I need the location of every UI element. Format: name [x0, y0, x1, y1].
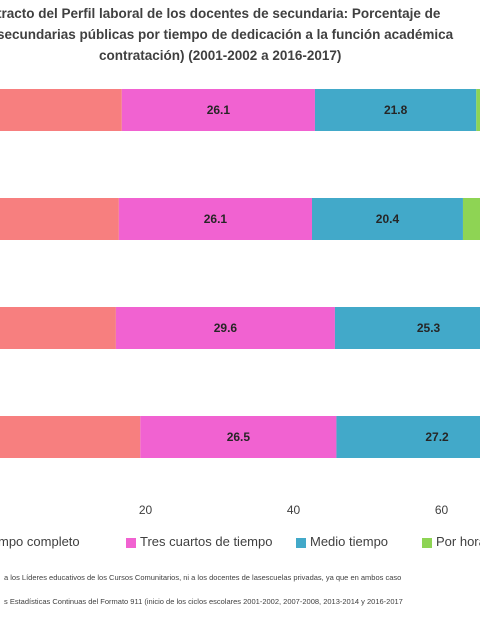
chart-legend: mpo completo Tres cuartos de tiempo Medi… [0, 532, 480, 556]
source-note: s Estadísticas Continuas del Formato 911… [4, 597, 403, 606]
bar-segment-tiempo-completo [0, 198, 119, 240]
legend-swatch [126, 538, 136, 548]
bar-segment-tiempo-completo [0, 89, 122, 131]
bar-segment-tres-cuartos [140, 416, 337, 458]
legend-label: Medio tiempo [310, 534, 389, 549]
footnote: a los Líderes educativos de los Cursos C… [4, 573, 402, 582]
bar-segment-tres-cuartos [121, 89, 315, 131]
data-label: 27.2 [425, 430, 449, 444]
bar-segment-tres-cuartos [118, 198, 312, 240]
chart-title: tracto del Perfil laboral de los docente… [0, 0, 480, 80]
title-line-3: contratación) (2001-2002 a 2016-2017) [99, 48, 342, 63]
x-tick-label: 40 [287, 503, 301, 517]
bar-segment-medio-tiempo [336, 416, 480, 458]
data-label: 29.6 [214, 321, 238, 335]
x-tick-label: 60 [435, 503, 449, 517]
bar-segment-medio-tiempo [312, 198, 463, 240]
bar-segment-medio-tiempo [334, 307, 480, 349]
data-label: 26.1 [204, 212, 228, 226]
bar-segment-tres-cuartos [115, 307, 335, 349]
bar-segment-tiempo-completo [0, 307, 116, 349]
data-label: 26.5 [227, 430, 251, 444]
bar-segment-medio-tiempo [314, 89, 477, 131]
legend-label: Tres cuartos de tiempo [140, 534, 273, 549]
bar-segment-por-hora [462, 198, 480, 240]
data-label: 25.3 [417, 321, 441, 335]
bar-segment-tiempo-completo [0, 416, 141, 458]
legend-label: mpo completo [0, 534, 80, 549]
legend-swatch [296, 538, 306, 548]
bar-segment-por-hora [476, 89, 480, 131]
x-tick-label: 20 [139, 503, 153, 517]
data-label: 20.4 [376, 212, 400, 226]
title-line-2: secundarias públicas por tiempo de dedic… [0, 27, 454, 42]
title-line-1: tracto del Perfil laboral de los docente… [0, 6, 441, 21]
data-label: 26.1 [207, 103, 231, 117]
data-label: 21.8 [384, 103, 408, 117]
legend-swatch [422, 538, 432, 548]
